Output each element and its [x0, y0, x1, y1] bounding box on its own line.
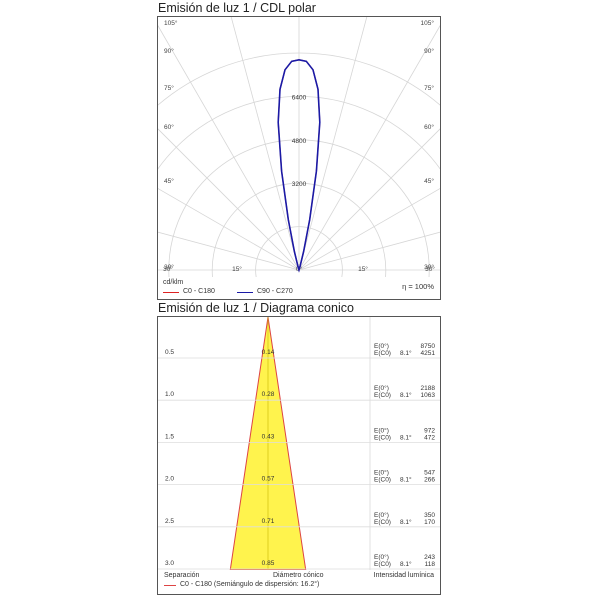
polar-angle-label-right: 90° [424, 47, 434, 55]
polar-angle-label-left: 90° [164, 47, 174, 55]
cone-diameter-label: 0.28 [262, 391, 275, 398]
polar-angle-label-bottom: 30° [425, 265, 435, 273]
ec0-value: 472 [424, 434, 435, 441]
e0-label: E(0°) [374, 384, 389, 392]
cone-diameter-label: 0.57 [262, 476, 275, 483]
cone-diameter-label: 0.14 [262, 349, 275, 356]
ec0-label: E(C0) [374, 477, 391, 484]
cone-legend-label: C0 - C180 (Semiángulo de dispersión: 16.… [180, 581, 320, 588]
e0-value: 243 [424, 554, 435, 561]
polar-grid-spoke [298, 95, 600, 271]
e0-value: 8750 [421, 343, 436, 350]
polar-angle-label-right: 75° [424, 84, 434, 92]
separation-header: Separación [164, 572, 200, 579]
e0-value: 350 [424, 512, 435, 519]
polar-angle-label-left: 105° [164, 19, 178, 27]
ec0-angle: 8.1° [400, 518, 412, 526]
ec0-angle: 8.1° [400, 349, 412, 357]
diameter-header: Diámetro cónico [273, 572, 324, 579]
cone-distance-label: 1.0 [165, 391, 174, 398]
polar-angle-label-left: 45° [164, 177, 174, 185]
ec0-angle: 8.1° [400, 476, 412, 484]
cone-legend-panel: Separación Diámetro cónico Intensidad lu… [157, 570, 441, 595]
cone-title: Emisión de luz 1 / Diagrama conico [158, 301, 354, 315]
ec0-value: 170 [424, 519, 435, 526]
polar-angle-label-bottom: 30° [163, 265, 173, 273]
polar-grid-spoke [298, 0, 372, 271]
ec0-angle: 8.1° [400, 560, 412, 568]
polar-angle-label-right: 45° [424, 177, 434, 185]
intensity-header: Intensidad lumínica [373, 572, 434, 579]
legend-swatch-c0 [163, 292, 179, 293]
polar-legend-panel: cd/klm C0 - C180 C90 - C270 η = 100% [157, 277, 441, 300]
polar-angle-label-right: 60° [424, 123, 434, 131]
polar-unit-label: cd/klm [163, 279, 184, 286]
polar-grid [0, 0, 600, 488]
cone-distance-label: 0.5 [165, 349, 174, 356]
cone-diameter-label: 0.71 [262, 518, 275, 525]
ec0-value: 118 [425, 561, 436, 568]
ec0-value: 4251 [421, 350, 436, 357]
efficiency-label: η = 100% [402, 282, 434, 291]
e0-label: E(0°) [374, 426, 389, 434]
ec0-value: 1063 [421, 392, 436, 399]
e0-value: 972 [424, 427, 435, 434]
cone-diameter-label: 0.85 [262, 560, 275, 567]
legend-swatch-c90 [237, 292, 253, 293]
polar-angle-label-right: 30° [424, 263, 434, 271]
polar-radial-label: 3200 [292, 181, 307, 188]
polar-radial-label: 6400 [292, 94, 307, 101]
cone-distance-label: 3.0 [165, 560, 174, 567]
polar-angle-label-left: 75° [164, 84, 174, 92]
polar-radial-label: 4800 [292, 138, 307, 145]
cone-distance-label: 1.5 [165, 433, 174, 440]
e0-value: 2188 [421, 385, 436, 392]
polar-grid-spoke [0, 96, 300, 271]
cone-legend-swatch [164, 585, 176, 586]
polar-angle-label-left: 30° [164, 263, 174, 271]
polar-angle-label-left: 60° [164, 123, 174, 131]
polar-curve-c90-c270 [277, 58, 321, 273]
ec0-label: E(C0) [374, 561, 391, 568]
polar-angle-label-right: 105° [421, 19, 435, 27]
cone-chart-panel: 0.5 0.14 E(0°) E(C0) 8.1° 8750 4251 1.0 0.28 E(0°… [157, 316, 441, 571]
polar-angle-label-bottom: 15° [358, 265, 368, 273]
cone-distance-label: 2.5 [165, 518, 174, 525]
e0-label: E(0°) [374, 553, 389, 561]
polar-chart-panel: 105° 90° 75° 60° 45° 30° 105° 90° 75° 60° 45° 30° 30… [0, 0, 600, 488]
ec0-angle: 8.1° [400, 391, 412, 399]
e0-label: E(0°) [374, 342, 389, 350]
polar-title: Emisión de luz 1 / CDL polar [158, 1, 316, 15]
polar-grid-spoke [226, 0, 300, 271]
ec0-label: E(C0) [374, 519, 391, 526]
polar-chart: 105°90°75°60°45°30°105°90°75°60°45°30°30… [0, 0, 600, 488]
cone-distance-label: 2.0 [165, 476, 174, 483]
legend-label-c0: C0 - C180 [183, 288, 215, 295]
ec0-angle: 8.1° [400, 433, 412, 441]
e0-value: 547 [424, 470, 435, 477]
ec0-label: E(C0) [374, 434, 391, 441]
legend-label-c90: C90 - C270 [257, 288, 293, 295]
polar-grid-spoke [142, 0, 300, 271]
polar-grid-spoke [298, 0, 456, 271]
polar-angle-label-bottom: 15° [232, 265, 242, 273]
ec0-label: E(C0) [374, 392, 391, 399]
e0-label: E(0°) [374, 469, 389, 477]
ec0-value: 266 [424, 477, 435, 484]
ec0-label: E(C0) [374, 350, 391, 357]
cone-diameter-label: 0.43 [262, 433, 275, 440]
e0-label: E(0°) [374, 511, 389, 519]
